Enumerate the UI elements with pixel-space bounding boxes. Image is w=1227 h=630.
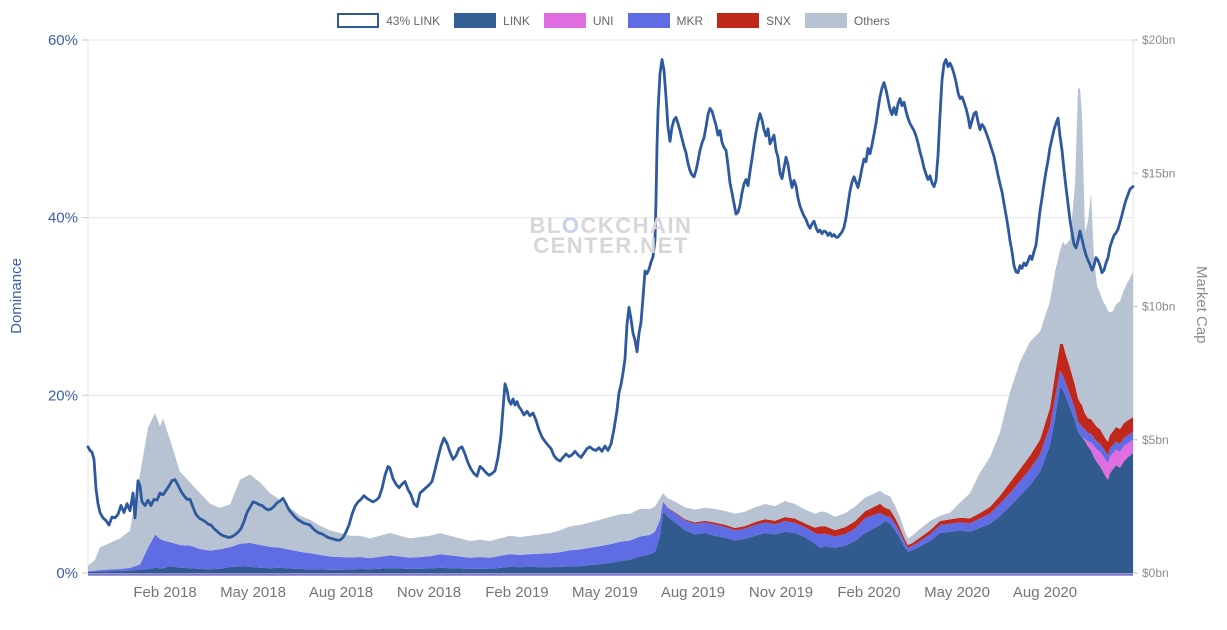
legend-swatch-icon (337, 13, 380, 28)
legend-label: LINK (503, 13, 530, 28)
legend-item-43-link[interactable]: 43% LINK (337, 13, 440, 28)
right-axis-title: Market Cap (1193, 266, 1210, 344)
right-axis-tick-label: $5bn (1142, 433, 1169, 447)
left-axis-tick-label: 0% (56, 565, 78, 582)
legend-item-uni[interactable]: UNI (543, 13, 614, 28)
x-axis-tick-label: Feb 2019 (485, 584, 548, 601)
x-axis-tick-label: Feb 2018 (133, 584, 196, 601)
area-mkr (88, 370, 1133, 572)
area-others (88, 88, 1133, 572)
legend-swatch-icon (543, 13, 586, 28)
legend-item-link[interactable]: LINK (454, 13, 530, 28)
legend-swatch-icon (804, 13, 847, 28)
x-axis-tick-label: Nov 2018 (397, 584, 461, 601)
legend-label: Others (853, 13, 890, 28)
area-snx (88, 343, 1133, 572)
legend-swatch-icon (717, 13, 760, 28)
left-axis-title: Dominance (8, 258, 25, 334)
legend-swatch-icon (627, 13, 670, 28)
left-axis-tick-label: 40% (48, 210, 78, 227)
x-axis-tick-label: Feb 2020 (837, 584, 900, 601)
legend-item-others[interactable]: Others (804, 13, 890, 28)
x-axis-tick-label: May 2018 (220, 584, 286, 601)
left-axis-tick-label: 60% (48, 32, 78, 49)
right-axis-tick-label: $10bn (1142, 300, 1175, 314)
right-axis-tick-label: $15bn (1142, 166, 1175, 180)
dominance-line (86, 58, 1135, 542)
legend-item-snx[interactable]: SNX (717, 13, 791, 28)
right-axis-tick-label: $20bn (1142, 33, 1175, 47)
legend-label: SNX (766, 13, 791, 28)
legend-label: MKR (676, 13, 704, 28)
legend-label: 43% LINK (386, 13, 441, 28)
area-link (88, 386, 1133, 573)
legend-swatch-icon (454, 13, 497, 28)
x-axis-tick-label: May 2019 (572, 584, 638, 601)
x-axis-tick-label: Nov 2019 (749, 584, 813, 601)
right-axis-tick-label: $0bn (1142, 566, 1169, 580)
x-axis-tick-label: Aug 2018 (309, 584, 373, 601)
legend-label: UNI (592, 13, 614, 28)
x-axis-tick-label: Aug 2019 (661, 584, 725, 601)
chart-legend: 43% LINK LINK UNI MKR SNX Others (0, 13, 1227, 28)
x-axis-tick-label: May 2020 (924, 584, 990, 601)
left-axis-tick-label: 20% (48, 387, 78, 404)
x-axis-tick-label: Aug 2020 (1013, 584, 1077, 601)
legend-item-mkr[interactable]: MKR (627, 13, 704, 28)
